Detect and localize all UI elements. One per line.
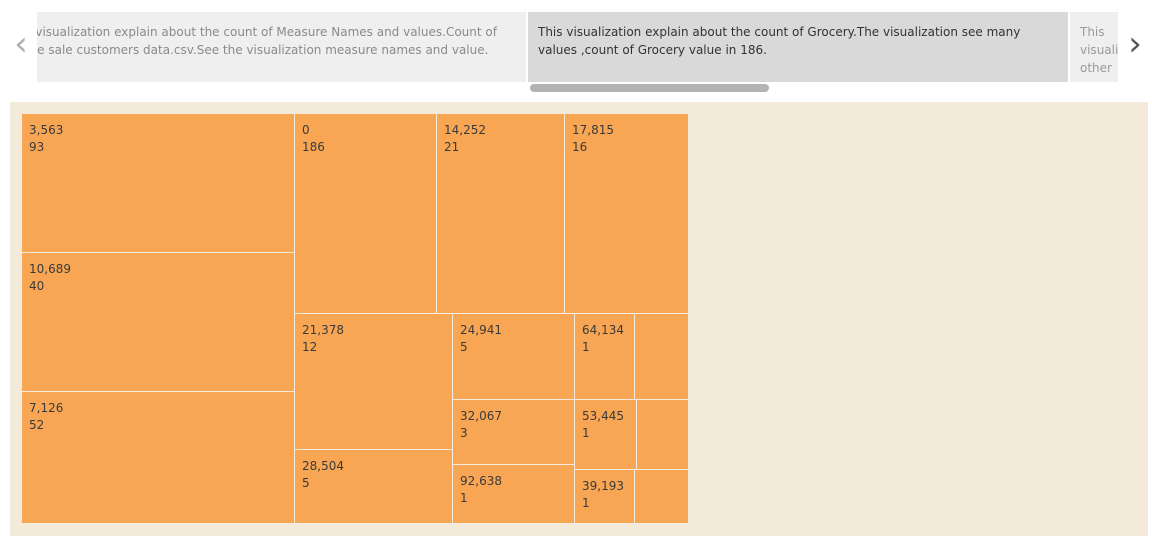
chevron-left-icon[interactable]: ‹ bbox=[14, 24, 28, 64]
story-point-caption: This visualization explain about the cou… bbox=[37, 25, 497, 57]
treemap-cell-value-label: 28,504 bbox=[302, 459, 344, 473]
treemap-cell-count-label: 12 bbox=[302, 340, 318, 354]
treemap-cell-count-label: 16 bbox=[572, 140, 588, 154]
treemap-cell[interactable] bbox=[635, 314, 689, 400]
treemap-cell[interactable] bbox=[637, 400, 689, 470]
treemap-cell-value-label: 64,134 bbox=[582, 323, 624, 337]
treemap-cell-count-label: 1 bbox=[582, 340, 590, 354]
treemap-cell-count-label: 1 bbox=[582, 426, 590, 440]
treemap-cell-value-label: 92,638 bbox=[460, 474, 502, 488]
treemap-cell-value-label: 14,252 bbox=[444, 123, 486, 137]
treemap-cell[interactable]: 92,638 1 bbox=[453, 465, 575, 524]
treemap-cell[interactable]: 28,504 5 bbox=[295, 450, 453, 524]
treemap-cell-count-label: 52 bbox=[29, 418, 45, 432]
treemap-cell-count-label: 3 bbox=[460, 426, 468, 440]
story-point-caption: This visualization other bbox=[1080, 25, 1118, 75]
story-point-caption: This visualization explain about the cou… bbox=[538, 25, 1021, 57]
treemap-cell-value-label: 3,563 bbox=[29, 123, 64, 137]
treemap-cell-value-label: 53,445 bbox=[582, 409, 624, 423]
treemap-cell-value-label: 39,193 bbox=[582, 479, 624, 493]
treemap-cell-count-label: 40 bbox=[29, 279, 45, 293]
treemap-cell-value-label: 24,941 bbox=[460, 323, 502, 337]
story-points-strip: This visualization explain about the cou… bbox=[37, 12, 1118, 82]
treemap-cell-count-label: 5 bbox=[460, 340, 468, 354]
story-point-previous[interactable]: This visualization explain about the cou… bbox=[37, 12, 526, 82]
story-navigator: ‹ This visualization explain about the c… bbox=[0, 0, 1152, 96]
treemap-cell-count-label: 1 bbox=[460, 491, 468, 505]
treemap-cell[interactable]: 64,134 1 bbox=[575, 314, 635, 400]
treemap-cell-count-label: 186 bbox=[302, 140, 325, 154]
story-point-next[interactable]: This visualization other bbox=[1070, 12, 1118, 82]
treemap-cell[interactable]: 10,689 40 bbox=[22, 253, 295, 392]
treemap-chart: 3,563 93 10,689 40 7,126 52 0 186 14,252 21 17,815… bbox=[22, 114, 689, 524]
treemap-cell-count-label: 21 bbox=[444, 140, 460, 154]
treemap-cell-count-label: 93 bbox=[29, 140, 45, 154]
treemap-cell[interactable]: 32,067 3 bbox=[453, 400, 575, 465]
treemap-cell[interactable]: 3,563 93 bbox=[22, 114, 295, 253]
treemap-cell-value-label: 17,815 bbox=[572, 123, 614, 137]
treemap-cell[interactable]: 53,445 1 bbox=[575, 400, 637, 470]
treemap-cell-count-label: 5 bbox=[302, 476, 310, 490]
treemap-cell-value-label: 0 bbox=[302, 123, 310, 137]
treemap-cell[interactable]: 17,815 16 bbox=[565, 114, 689, 314]
treemap-cell[interactable]: 7,126 52 bbox=[22, 392, 295, 524]
treemap-cell[interactable] bbox=[635, 470, 689, 524]
chevron-right-icon[interactable]: › bbox=[1128, 24, 1142, 64]
treemap-cell[interactable]: 24,941 5 bbox=[453, 314, 575, 400]
treemap-cell[interactable]: 39,193 1 bbox=[575, 470, 635, 524]
story-scrollbar-thumb[interactable] bbox=[530, 84, 769, 92]
treemap-cell[interactable]: 14,252 21 bbox=[437, 114, 565, 314]
story-point-selected[interactable]: This visualization explain about the cou… bbox=[528, 12, 1068, 82]
treemap-cell-count-label: 1 bbox=[582, 496, 590, 510]
treemap-cell-value-label: 7,126 bbox=[29, 401, 64, 415]
treemap-cell-value-label: 32,067 bbox=[460, 409, 502, 423]
visualization-panel: 3,563 93 10,689 40 7,126 52 0 186 14,252 21 17,815… bbox=[10, 102, 1148, 536]
treemap-cell[interactable]: 0 186 bbox=[295, 114, 437, 314]
treemap-cell-value-label: 21,378 bbox=[302, 323, 344, 337]
treemap-cell[interactable]: 21,378 12 bbox=[295, 314, 453, 450]
treemap-cell-value-label: 10,689 bbox=[29, 262, 71, 276]
